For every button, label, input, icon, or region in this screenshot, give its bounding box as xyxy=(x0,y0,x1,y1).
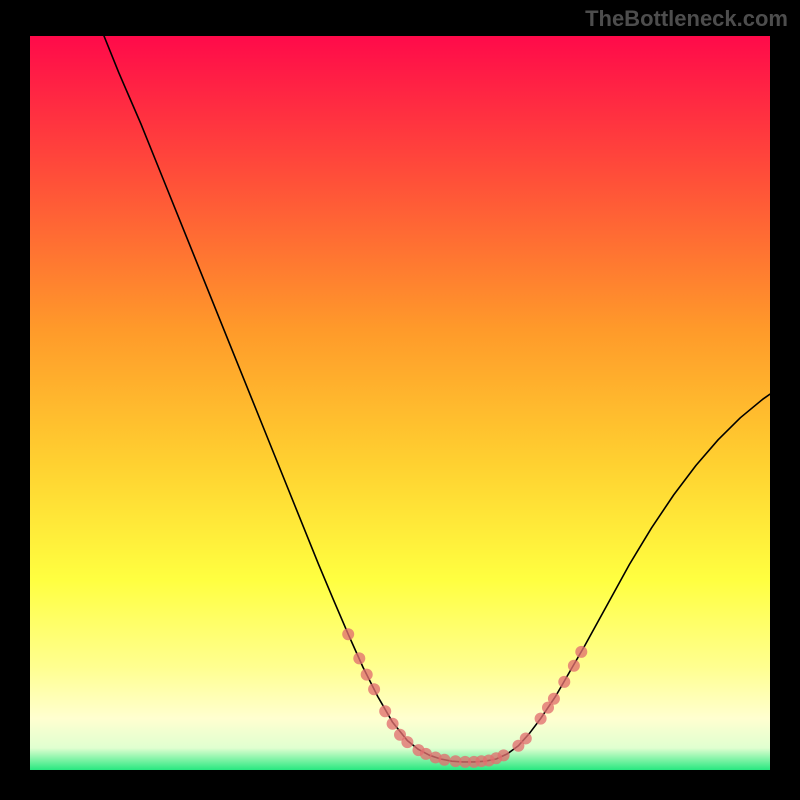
watermark-text: TheBottleneck.com xyxy=(585,6,788,32)
image-root: TheBottleneck.com xyxy=(0,0,800,800)
plot-area xyxy=(30,36,770,770)
scatter-points xyxy=(30,36,770,770)
